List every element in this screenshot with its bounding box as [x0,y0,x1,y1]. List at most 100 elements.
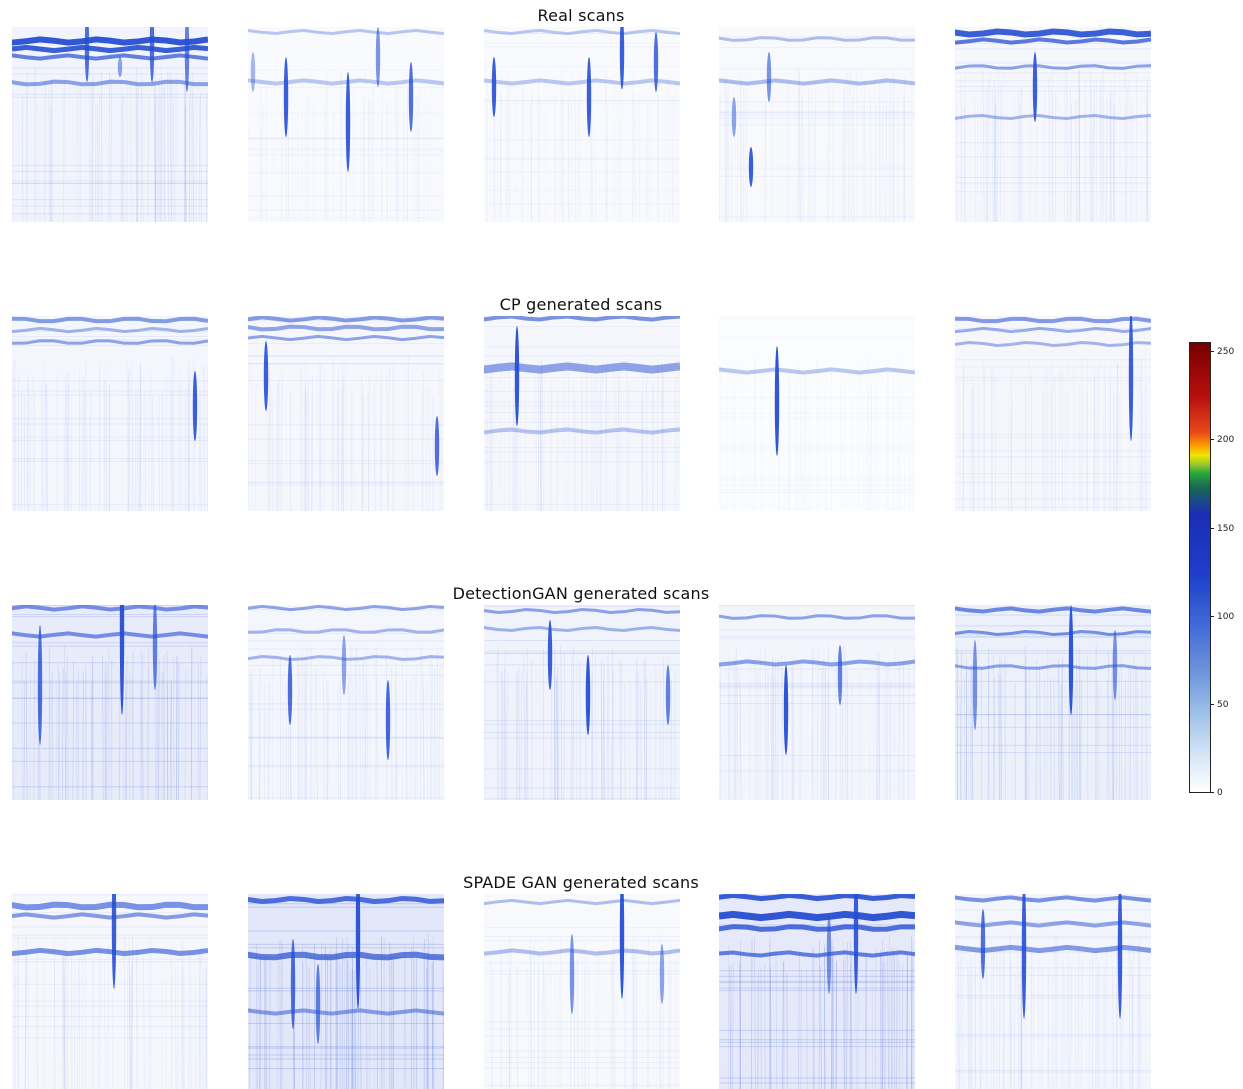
scan-noise [955,380,1151,381]
scan-noise [12,165,208,166]
scan-noise [12,395,208,396]
scan-noise [1022,86,1023,222]
scan-noise [719,988,915,989]
scan-noise [484,720,680,721]
colorbar-tick [1210,616,1214,617]
scan-noise [248,195,444,196]
scan-noise [1011,373,1012,511]
scan-noise [248,460,444,461]
scan-noise [248,424,444,425]
scan-noise [955,1070,1151,1071]
scan-noise [248,1046,444,1047]
scan-image [484,316,680,511]
scan-noise [172,82,173,222]
scan-noise [719,755,915,756]
scan-noise [12,1016,208,1017]
scan-noise [248,154,444,155]
scan-noise [248,703,444,704]
scan-noise [484,172,680,173]
scan-noise [955,997,1151,998]
scan-noise [719,683,915,684]
scan-streak [981,909,985,979]
scan-noise [12,935,208,936]
scan-noise [568,365,569,511]
scan-noise [719,990,915,991]
scan-noise [719,686,915,687]
scan-image [12,605,208,800]
scan-streak [409,62,413,132]
scan-noise [719,638,915,639]
scan-noise [248,1059,444,1060]
scan-image [484,605,680,800]
scan-noise [719,102,915,103]
scan-image-graphic [12,316,208,511]
scan-noise [484,1057,680,1058]
scan-noise [719,1039,915,1040]
scan-noise [719,47,915,48]
scan-noise [551,675,552,800]
colorbar-tick-label: 150 [1217,524,1234,534]
scan-noise [12,73,208,74]
scan-noise [248,1068,444,1069]
scan-noise [484,401,680,402]
scan-noise [189,361,190,511]
scan-noise [12,336,208,337]
scan-noise [30,394,31,511]
scan-noise [955,359,1151,360]
scan-noise [248,463,444,464]
scan-noise [248,1055,444,1056]
scan-noise [614,78,615,222]
scan-noise [557,388,558,511]
scan-streak [973,640,977,730]
scan-noise [248,210,444,211]
scan-noise [484,391,680,392]
scan-noise [879,394,880,511]
scan-image-graphic [484,605,680,800]
scan-noise [15,359,16,511]
row-title-real: Real scans [0,6,1162,26]
scan-noise [719,450,915,451]
scan-image [955,605,1151,800]
scan-noise [484,1068,680,1069]
scan-noise [12,345,208,346]
scan-noise [818,646,819,800]
colorbar-tick [1210,439,1214,440]
scan-noise [484,652,680,653]
scan-noise [248,363,444,364]
scan-noise [484,346,680,347]
scan-image [248,316,444,511]
scan-noise [12,97,208,98]
scan-noise [484,140,680,141]
scan-image [955,316,1151,511]
scan-noise [12,67,208,68]
scan-noise [12,959,208,960]
scan-streak [288,655,292,725]
scan-noise [955,377,1151,378]
scan-noise [342,69,343,222]
scan-noise [248,150,444,151]
scan-noise [955,434,1151,435]
scan-noise [484,1062,680,1063]
scan-noise [955,48,1151,49]
scan-noise [486,360,487,511]
scan-noise [484,452,680,453]
scan-streak [376,27,380,87]
scan-noise [955,366,1151,367]
scan-streak [666,665,670,725]
scan-streak [515,326,519,426]
scan-noise [719,216,915,217]
scan-noise [12,761,208,762]
scan-noise [484,405,680,406]
scan-streak [492,57,496,117]
scan-noise [277,383,278,511]
scan-noise [248,380,444,381]
scan-noise [12,504,208,505]
scan-noise [719,492,915,493]
scan-noise [749,648,750,800]
scan-noise [1037,684,1038,800]
scan-noise [484,326,680,327]
scan-noise [248,1048,444,1049]
scan-noise [955,482,1151,483]
scan-streak [251,52,255,92]
scan-band [248,955,444,958]
